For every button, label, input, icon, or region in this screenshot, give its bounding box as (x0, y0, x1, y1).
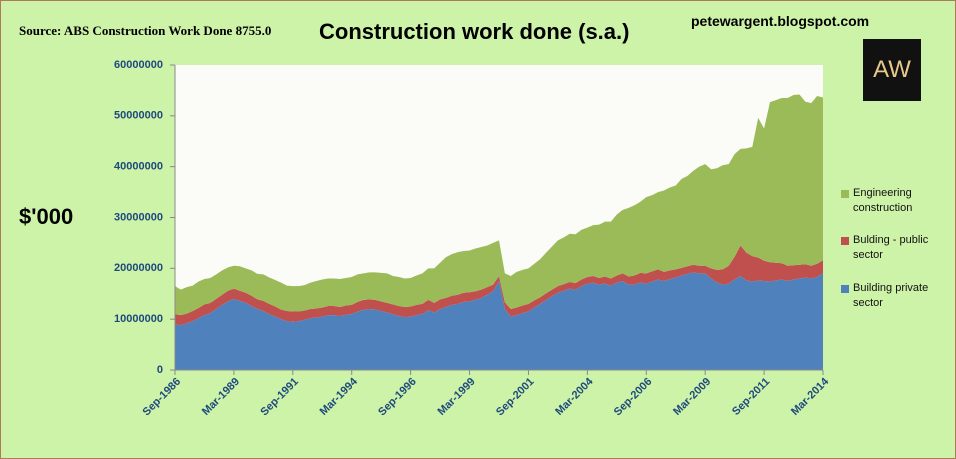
area (175, 94, 823, 316)
x-tick-label: Mar-2004 (553, 375, 596, 418)
y-tick-label: 40000000 (114, 161, 163, 173)
legend-swatch (841, 190, 849, 198)
legend-swatch (841, 285, 849, 293)
x-tick-label: Sep-2001 (494, 376, 537, 419)
y-tick-label: 0 (157, 364, 163, 376)
x-tick-label: Sep-1996 (376, 376, 419, 419)
x-tick-label: Sep-1986 (141, 376, 184, 419)
x-tick-label: Mar-2014 (789, 375, 832, 418)
x-tick-label: Mar-1994 (318, 375, 361, 418)
y-tick-label: 30000000 (114, 211, 163, 223)
x-tick-label: Sep-2011 (730, 376, 772, 418)
area (175, 272, 823, 370)
x-tick-label: Mar-2009 (671, 376, 713, 418)
y-tick-label: 20000000 (114, 262, 163, 274)
y-tick-label: 60000000 (114, 59, 163, 71)
legend-label: Bulding - public sector (853, 234, 929, 261)
legend-label: Engineering construction (853, 187, 913, 214)
y-axis-label: $'000 (19, 204, 74, 229)
x-tick-label: Sep-1991 (258, 376, 301, 419)
legend-swatch (841, 237, 849, 245)
x-tick-label: Mar-1999 (436, 376, 478, 418)
x-tick-label: Mar-1989 (200, 376, 242, 418)
y-tick-label: 10000000 (114, 313, 163, 325)
logo: AW (863, 39, 921, 101)
chart-title: Construction work done (s.a.) (319, 19, 630, 44)
blog: petewargent.blogspot.com (691, 13, 870, 29)
legend-label: Building private sector (853, 282, 929, 309)
source: Source: ABS Construction Work Done 8755.… (19, 23, 272, 38)
x-tick-label: Sep-2006 (612, 376, 655, 419)
y-tick-label: 50000000 (114, 110, 163, 122)
